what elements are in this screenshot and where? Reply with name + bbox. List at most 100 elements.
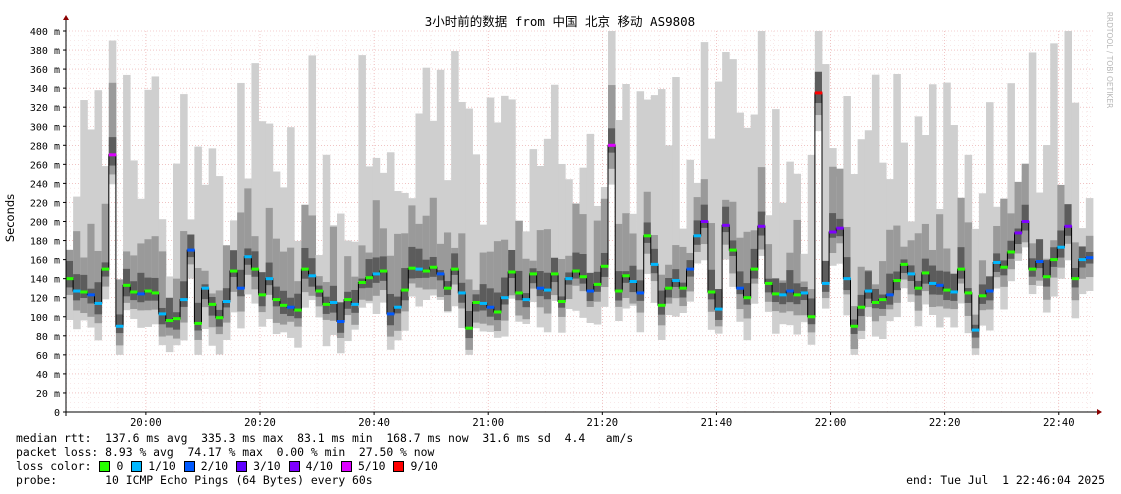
median-point bbox=[251, 267, 259, 271]
smoke-band-dark bbox=[451, 253, 459, 275]
smoke-band-dark bbox=[543, 272, 552, 300]
median-point bbox=[351, 302, 359, 306]
smoke-band-light bbox=[258, 121, 267, 327]
median-point bbox=[936, 283, 944, 287]
median-point bbox=[1021, 220, 1030, 223]
median-point bbox=[786, 289, 794, 293]
smoke-band-mid bbox=[622, 213, 630, 298]
smoke-band-mid bbox=[558, 259, 566, 317]
smoke-band-dark bbox=[807, 298, 816, 325]
smoke-band-dark bbox=[772, 278, 780, 303]
smoke-band-light bbox=[722, 52, 730, 260]
loss-swatch bbox=[393, 461, 405, 472]
smoke-band-dark bbox=[964, 288, 973, 303]
median-point bbox=[180, 298, 188, 302]
median-point bbox=[550, 272, 559, 276]
median-point bbox=[893, 279, 901, 283]
smoke-band-dark bbox=[978, 284, 987, 304]
smoke-band-light bbox=[736, 112, 744, 322]
smoke-band-light bbox=[486, 97, 495, 333]
smoke-band-dark bbox=[80, 274, 88, 299]
smoke-band-dark bbox=[1043, 260, 1051, 287]
median-point bbox=[230, 269, 238, 273]
x-tick-label: 21:40 bbox=[701, 417, 733, 429]
smoke-band-mid bbox=[222, 245, 231, 323]
smoke-band-dark bbox=[180, 281, 188, 307]
smoke-band-dark bbox=[222, 288, 231, 308]
smoke-band-light bbox=[308, 55, 317, 301]
smoke-band-mid bbox=[893, 225, 901, 303]
smoke-band-dark bbox=[615, 271, 623, 301]
smoke-band-light bbox=[287, 127, 295, 338]
smoke-band-mid bbox=[244, 188, 252, 275]
smoke-band-mid bbox=[764, 244, 773, 302]
median-point bbox=[337, 320, 345, 324]
median-point bbox=[900, 262, 908, 266]
median-point bbox=[1035, 260, 1044, 264]
end-time: end: Tue Jul 1 22:46:04 2025 bbox=[906, 473, 1105, 487]
smoke-band-mid bbox=[265, 207, 274, 295]
smoke-band-light bbox=[180, 94, 188, 341]
median-point bbox=[165, 319, 174, 323]
median-point bbox=[287, 305, 295, 309]
smoke-band-mid bbox=[279, 251, 288, 325]
smoke-band-dark bbox=[679, 282, 687, 298]
smoke-band-dark bbox=[123, 268, 131, 297]
smoke-band-light bbox=[715, 81, 723, 334]
median-point bbox=[857, 305, 866, 309]
smoke-band-dark bbox=[757, 211, 766, 236]
smoke-band-mid bbox=[73, 231, 81, 311]
y-tick-label: 400 m bbox=[30, 27, 60, 38]
smoke-band-dark bbox=[501, 277, 509, 305]
smoke-band-light bbox=[622, 83, 630, 309]
smoke-band-dark bbox=[515, 270, 523, 301]
smoke-band-light bbox=[943, 82, 951, 318]
smoke-band-light bbox=[786, 161, 794, 326]
median-point bbox=[279, 303, 288, 307]
smoke-band-light bbox=[879, 162, 887, 340]
median-point bbox=[308, 274, 316, 278]
median-point bbox=[101, 267, 110, 271]
packet-loss-stats: packet loss: 8.93 % avg 74.17 % max 0.00… bbox=[16, 445, 435, 459]
median-point bbox=[265, 277, 274, 281]
median-line bbox=[66, 92, 1093, 331]
median-point bbox=[993, 260, 1001, 264]
probe-info: probe: 10 ICMP Echo Pings (64 Bytes) eve… bbox=[16, 473, 373, 487]
smoke-band-light bbox=[1028, 52, 1037, 295]
smoke-band-mid bbox=[707, 223, 716, 312]
smoke-band-dark bbox=[650, 248, 659, 274]
smoke-band-dark bbox=[921, 258, 930, 284]
median-point bbox=[87, 293, 95, 297]
smoke-band-dark bbox=[493, 292, 502, 321]
x-tick-label: 22:00 bbox=[815, 417, 847, 429]
median-point bbox=[907, 272, 916, 276]
smoke-band-light bbox=[978, 193, 987, 326]
smoke-band-dark bbox=[1057, 230, 1065, 258]
median-point bbox=[950, 290, 958, 294]
median-point bbox=[665, 286, 673, 290]
y-tick-label: 0 bbox=[54, 408, 60, 419]
median-point bbox=[301, 267, 309, 271]
smoke-band-dark bbox=[165, 297, 174, 328]
smoke-band-dark bbox=[158, 307, 167, 325]
median-point bbox=[729, 248, 737, 252]
y-tick-label: 120 m bbox=[30, 294, 60, 305]
loss-label: 2/10 bbox=[200, 459, 229, 473]
smoke-band-dark bbox=[108, 137, 117, 166]
smoke-band-light bbox=[843, 96, 851, 316]
smoke-band-light bbox=[779, 202, 787, 325]
median-point bbox=[194, 321, 202, 325]
median-point bbox=[443, 286, 452, 290]
smoke-band-dark bbox=[1064, 204, 1073, 236]
median-point bbox=[971, 328, 980, 332]
smoke-band-mid bbox=[886, 229, 894, 310]
smoke-band-dark bbox=[736, 271, 744, 295]
smoke-band-mid bbox=[543, 229, 552, 314]
smoke-band-mid bbox=[879, 261, 887, 316]
x-tick-label: 21:00 bbox=[472, 417, 504, 429]
smoke-band-light bbox=[386, 152, 395, 350]
smoke-band-light bbox=[550, 84, 559, 301]
smoke-band-mid bbox=[515, 220, 523, 316]
smoke-band-mid bbox=[1014, 181, 1023, 254]
median-series bbox=[66, 91, 1094, 332]
